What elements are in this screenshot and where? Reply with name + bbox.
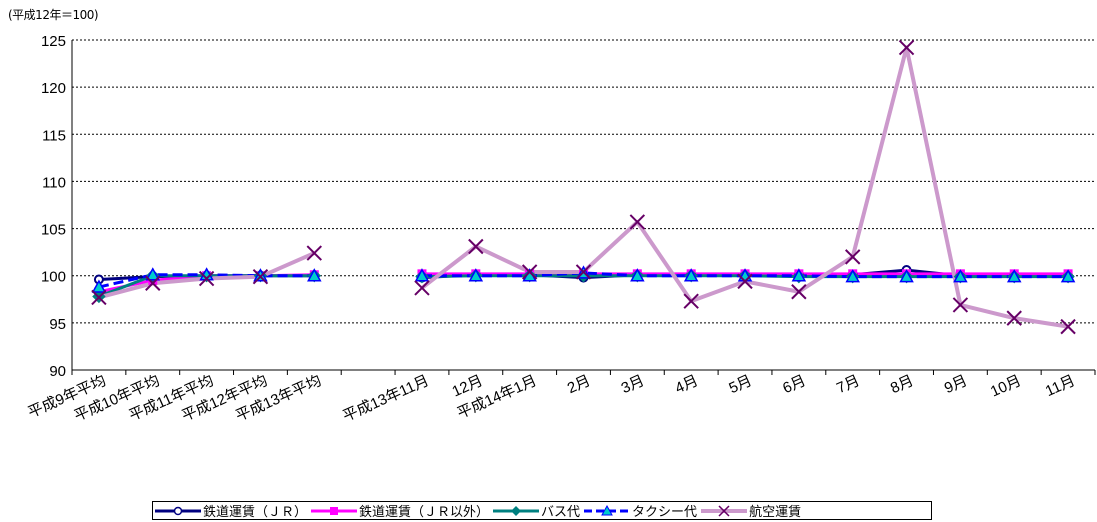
legend-marker [511,505,522,516]
legend-item: バス代 [491,501,580,520]
legend-marker [601,504,613,515]
legend-label: 航空運賃 [749,505,802,520]
y-axis-unit-label: (平成12年＝100) [8,8,99,22]
data-point [1060,269,1076,283]
x-tick-label: 9月 [942,372,970,397]
data-point [953,269,968,283]
legend-swatch [701,504,748,517]
data-point [414,268,430,282]
data-point [899,269,914,283]
x-tick-label: 3月 [619,372,647,397]
y-tick-label: 95 [49,316,66,333]
legend-swatch [493,505,540,516]
data-point [575,264,592,280]
x-tick-label: 7月 [834,372,862,397]
data-point [1060,318,1076,335]
data-point [845,249,861,265]
data-point [468,268,484,282]
y-tick-label: 110 [42,174,66,191]
data-point [737,273,753,290]
data-point [1006,310,1022,326]
y-tick-label: 90 [49,363,66,380]
legend-item: タクシー代 [582,501,697,520]
data-point [683,293,699,309]
data-point [952,297,969,313]
x-tick-label: 5月 [726,372,754,397]
x-tick-label: 2月 [565,372,593,397]
data-point [91,289,107,306]
data-point [252,268,269,285]
data-point [791,268,807,282]
data-point [630,268,645,282]
legend-swatch [311,506,358,515]
legend-item: 鉄道運賃（ＪＲ） [153,501,307,520]
x-tick-label: 平成13年11月 [340,372,431,425]
data-point [414,280,430,296]
legend-marker [330,506,339,515]
y-tick-label: 100 [41,269,66,286]
x-tick-label: 10月 [988,372,1024,400]
data-point [253,268,268,282]
x-tick-label: 4月 [673,372,701,397]
x-tick-label: 8月 [888,372,916,397]
data-point [468,238,484,255]
data-point [898,39,915,56]
legend-item: 航空運賃 [699,501,801,520]
y-tick-label: 115 [42,127,66,144]
series-line [420,45,1069,329]
chart-legend: 鉄道運賃（ＪＲ） 鉄道運賃（ＪＲ以外） バス代 タクシー代 航空運賃 [152,501,932,520]
legend-label: 鉄道運賃（ＪＲ） [203,505,308,520]
data-point [683,268,699,282]
y-tick-label: 105 [41,222,66,239]
data-point [845,269,860,283]
legend-marker [718,504,730,517]
y-tick-label: 120 [41,80,66,97]
legend-label: 鉄道運賃（ＪＲ以外） [359,505,490,520]
data-point [1006,269,1022,283]
x-tick-label: 11月 [1043,372,1078,400]
data-point [306,245,322,261]
legend-swatch [584,504,631,515]
legend-label: バス代 [541,505,581,520]
legend-label: タクシー代 [632,505,698,520]
y-tick-label: 125 [41,33,66,50]
data-point [198,270,215,287]
data-point [629,214,646,230]
data-point [145,267,161,281]
data-point [307,268,322,282]
data-point [91,279,107,293]
line-chart: 9095100105110115120125平成9年平均平成10年平均平成11年… [25,33,1096,425]
x-tick-label: 6月 [780,372,808,397]
legend-item: 鉄道運賃（ＪＲ以外） [309,501,489,520]
data-point [521,264,538,280]
data-point [145,275,161,291]
legend-marker [173,506,183,515]
data-point [791,284,807,300]
legend-swatch [155,506,201,515]
